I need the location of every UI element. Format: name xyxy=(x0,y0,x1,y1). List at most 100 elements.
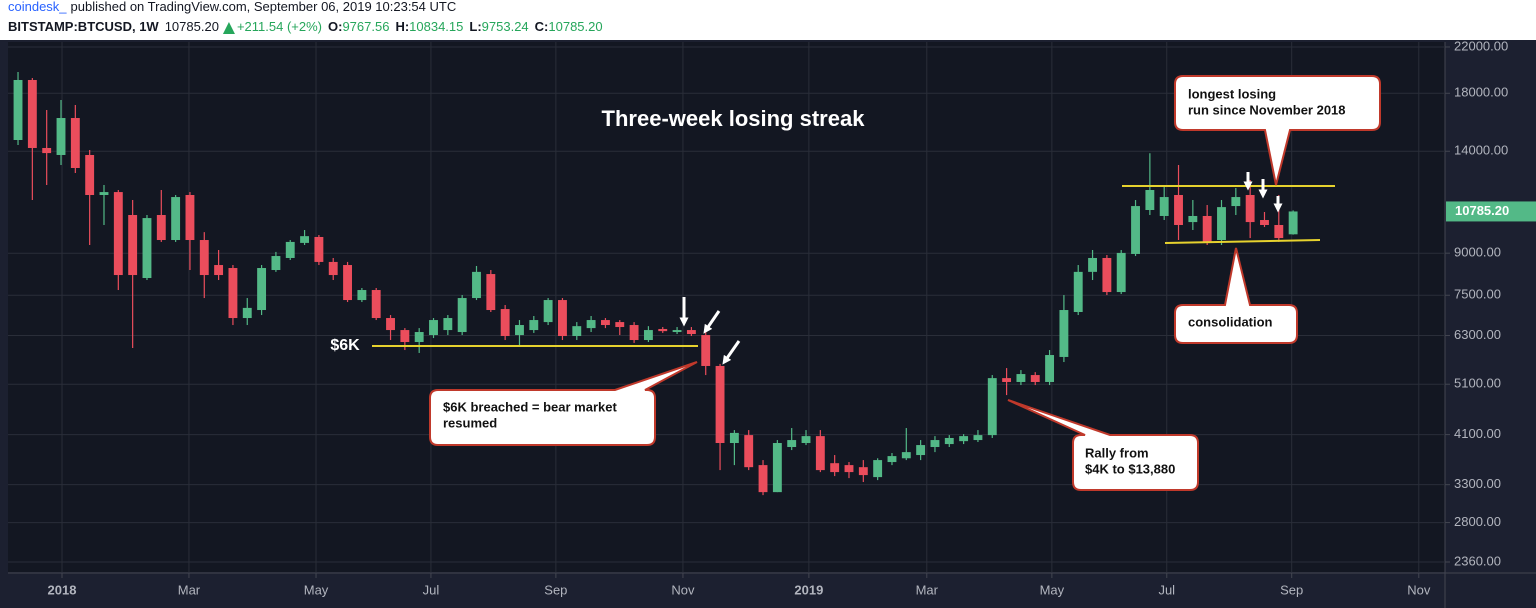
callout xyxy=(1007,399,1199,491)
candle-body xyxy=(199,240,209,276)
candle-body xyxy=(1174,195,1183,225)
callout-text: $4K to $13,880 xyxy=(1085,461,1175,476)
callout xyxy=(1174,75,1381,186)
candle-body xyxy=(572,326,582,337)
candle-body xyxy=(214,265,224,276)
candle-body xyxy=(1073,271,1083,312)
y-tick-label: 18000.00 xyxy=(1454,85,1508,100)
x-tick-label: Nov xyxy=(1407,582,1431,597)
candle-body xyxy=(500,309,510,337)
candle-body xyxy=(443,318,453,331)
candle-body xyxy=(944,437,954,445)
header-line-1: coindesk_ published on TradingView.com, S… xyxy=(8,0,456,14)
candle-body xyxy=(242,307,252,319)
candle-body xyxy=(873,460,883,478)
callout xyxy=(1174,247,1298,344)
candle-body xyxy=(156,215,166,241)
arrow xyxy=(722,340,741,365)
candle-body xyxy=(1288,211,1298,235)
candle-body xyxy=(600,320,610,326)
ohlc-value: 9767.56 xyxy=(342,19,389,34)
chart-title: Three-week losing streak xyxy=(602,106,866,131)
header-background xyxy=(0,0,1536,40)
ohlc-value: 10834.15 xyxy=(409,19,463,34)
candle-body xyxy=(1274,224,1284,239)
candle-body xyxy=(801,436,811,444)
candle-body xyxy=(772,443,782,493)
candle-body xyxy=(128,215,138,276)
candle-body xyxy=(672,330,682,333)
candle-body xyxy=(271,256,281,271)
x-tick-label: 2018 xyxy=(48,582,77,597)
candle-body xyxy=(1188,215,1198,223)
candle-body xyxy=(171,197,181,241)
callout-text: Rally from xyxy=(1085,445,1149,460)
x-tick-label: Jul xyxy=(423,582,440,597)
header-line-2: BITSTAMP:BTCUSD, 1W 10785.20 +211.54 (+2%)… xyxy=(8,19,603,34)
candle-body xyxy=(1131,206,1140,254)
candle-body xyxy=(529,320,539,331)
candle-body xyxy=(658,328,668,332)
candle-body xyxy=(916,445,926,456)
candle-body xyxy=(701,335,711,366)
x-tick-label: Nov xyxy=(671,582,695,597)
x-tick-label: Mar xyxy=(178,582,201,597)
candle-body xyxy=(959,436,969,442)
candle-body xyxy=(887,456,897,463)
candle-body xyxy=(1002,378,1012,382)
candle-body xyxy=(386,318,395,331)
candle-body xyxy=(414,332,424,343)
candle-body xyxy=(1260,220,1269,225)
candle-body xyxy=(285,241,295,258)
candle-body xyxy=(113,192,123,276)
change: +211.54 (+2%) xyxy=(237,19,322,34)
candle-body xyxy=(729,432,739,444)
candle-body xyxy=(185,195,195,241)
candle-body xyxy=(328,261,338,276)
level-label: $6K xyxy=(330,337,360,354)
candle-body xyxy=(400,330,410,343)
candle-body xyxy=(1145,189,1155,210)
candle-body xyxy=(70,118,80,168)
candle-body xyxy=(429,320,438,336)
candle-body xyxy=(314,236,324,262)
candle-body xyxy=(973,435,983,441)
candle-body xyxy=(686,330,696,335)
candle-body xyxy=(586,320,596,329)
ohlc-value: 9753.24 xyxy=(482,19,529,34)
candle-body xyxy=(343,265,352,301)
ohlc-key: L: xyxy=(469,19,481,34)
axes: 22000.00 18000.00 14000.00 9000.00 7500.00 63… xyxy=(48,38,1536,597)
x-tick-label: Sep xyxy=(544,582,567,597)
candle-body xyxy=(815,436,825,471)
candle-body xyxy=(1245,195,1255,223)
candle-body xyxy=(371,290,381,319)
candle-body xyxy=(85,154,95,196)
candle-body xyxy=(558,300,567,337)
candle-body xyxy=(987,378,997,436)
y-tick-label: 14000.00 xyxy=(1454,143,1508,158)
candle-body xyxy=(715,365,725,444)
ohlc-key: H: xyxy=(395,19,409,34)
published: published on TradingView.com, September … xyxy=(71,0,457,14)
callout xyxy=(429,361,698,446)
candle-body xyxy=(1030,375,1040,382)
x-tick-label: May xyxy=(1040,582,1065,597)
x-tick-label: Mar xyxy=(916,582,939,597)
last-price-label: 10785.20 xyxy=(1455,203,1509,218)
candle-body xyxy=(758,465,768,493)
x-tick-label: 2019 xyxy=(794,582,823,597)
callout-text: longest losing xyxy=(1188,86,1276,101)
candle-body xyxy=(1116,252,1126,293)
candle-body xyxy=(228,268,238,319)
candle-body xyxy=(486,274,496,311)
last-price-box xyxy=(1446,201,1536,222)
symbol: BITSTAMP:BTCUSD, 1W xyxy=(8,19,159,34)
candle-body xyxy=(744,435,754,468)
ohlc-key: C: xyxy=(535,19,549,34)
candle-body xyxy=(300,236,310,243)
x-tick-label: Sep xyxy=(1280,582,1303,597)
ohlc-value: 10785.20 xyxy=(548,19,602,34)
candle-body xyxy=(1159,197,1169,216)
